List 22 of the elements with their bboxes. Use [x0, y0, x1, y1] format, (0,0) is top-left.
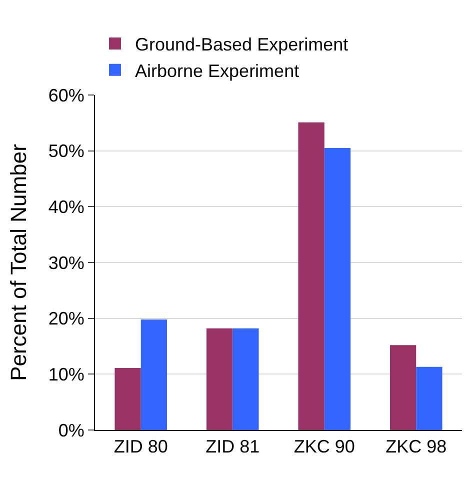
y-tick-label: 40%: [48, 196, 84, 217]
x-tick-label: ZID 81: [206, 436, 260, 457]
x-tick-label: ZKC 98: [386, 436, 447, 457]
y-tick-label: 60%: [48, 85, 84, 106]
y-tick-label: 20%: [48, 308, 84, 329]
y-tick-label: 0%: [58, 420, 84, 440]
y-axis-title: Percent of Total Number: [6, 144, 32, 381]
y-tick-label: 30%: [48, 252, 84, 273]
legend-label: Airborne Experiment: [135, 60, 300, 81]
bar: [324, 148, 351, 430]
bar: [140, 319, 168, 430]
legend-label: Ground-Based Experiment: [135, 34, 348, 55]
bar: [232, 328, 259, 430]
x-tick-label: ZID 80: [114, 436, 168, 457]
bar: [206, 328, 233, 430]
x-tick-label: ZKC 90: [294, 436, 355, 457]
y-tick-label: 10%: [48, 364, 84, 384]
bar: [298, 122, 324, 430]
bar: [416, 366, 442, 430]
y-tick-label: 50%: [48, 141, 84, 162]
bar: [114, 368, 141, 430]
bar: [390, 345, 416, 430]
